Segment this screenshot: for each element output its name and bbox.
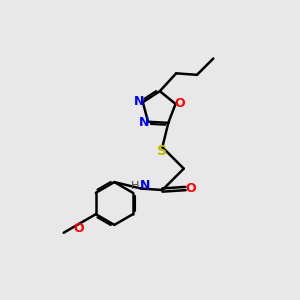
Text: H: H — [131, 181, 140, 190]
Text: S: S — [157, 144, 167, 158]
Text: N: N — [134, 95, 144, 108]
Text: O: O — [186, 182, 196, 195]
Text: N: N — [140, 179, 150, 192]
Text: O: O — [175, 98, 185, 110]
Text: N: N — [139, 116, 150, 129]
Text: O: O — [74, 222, 84, 235]
